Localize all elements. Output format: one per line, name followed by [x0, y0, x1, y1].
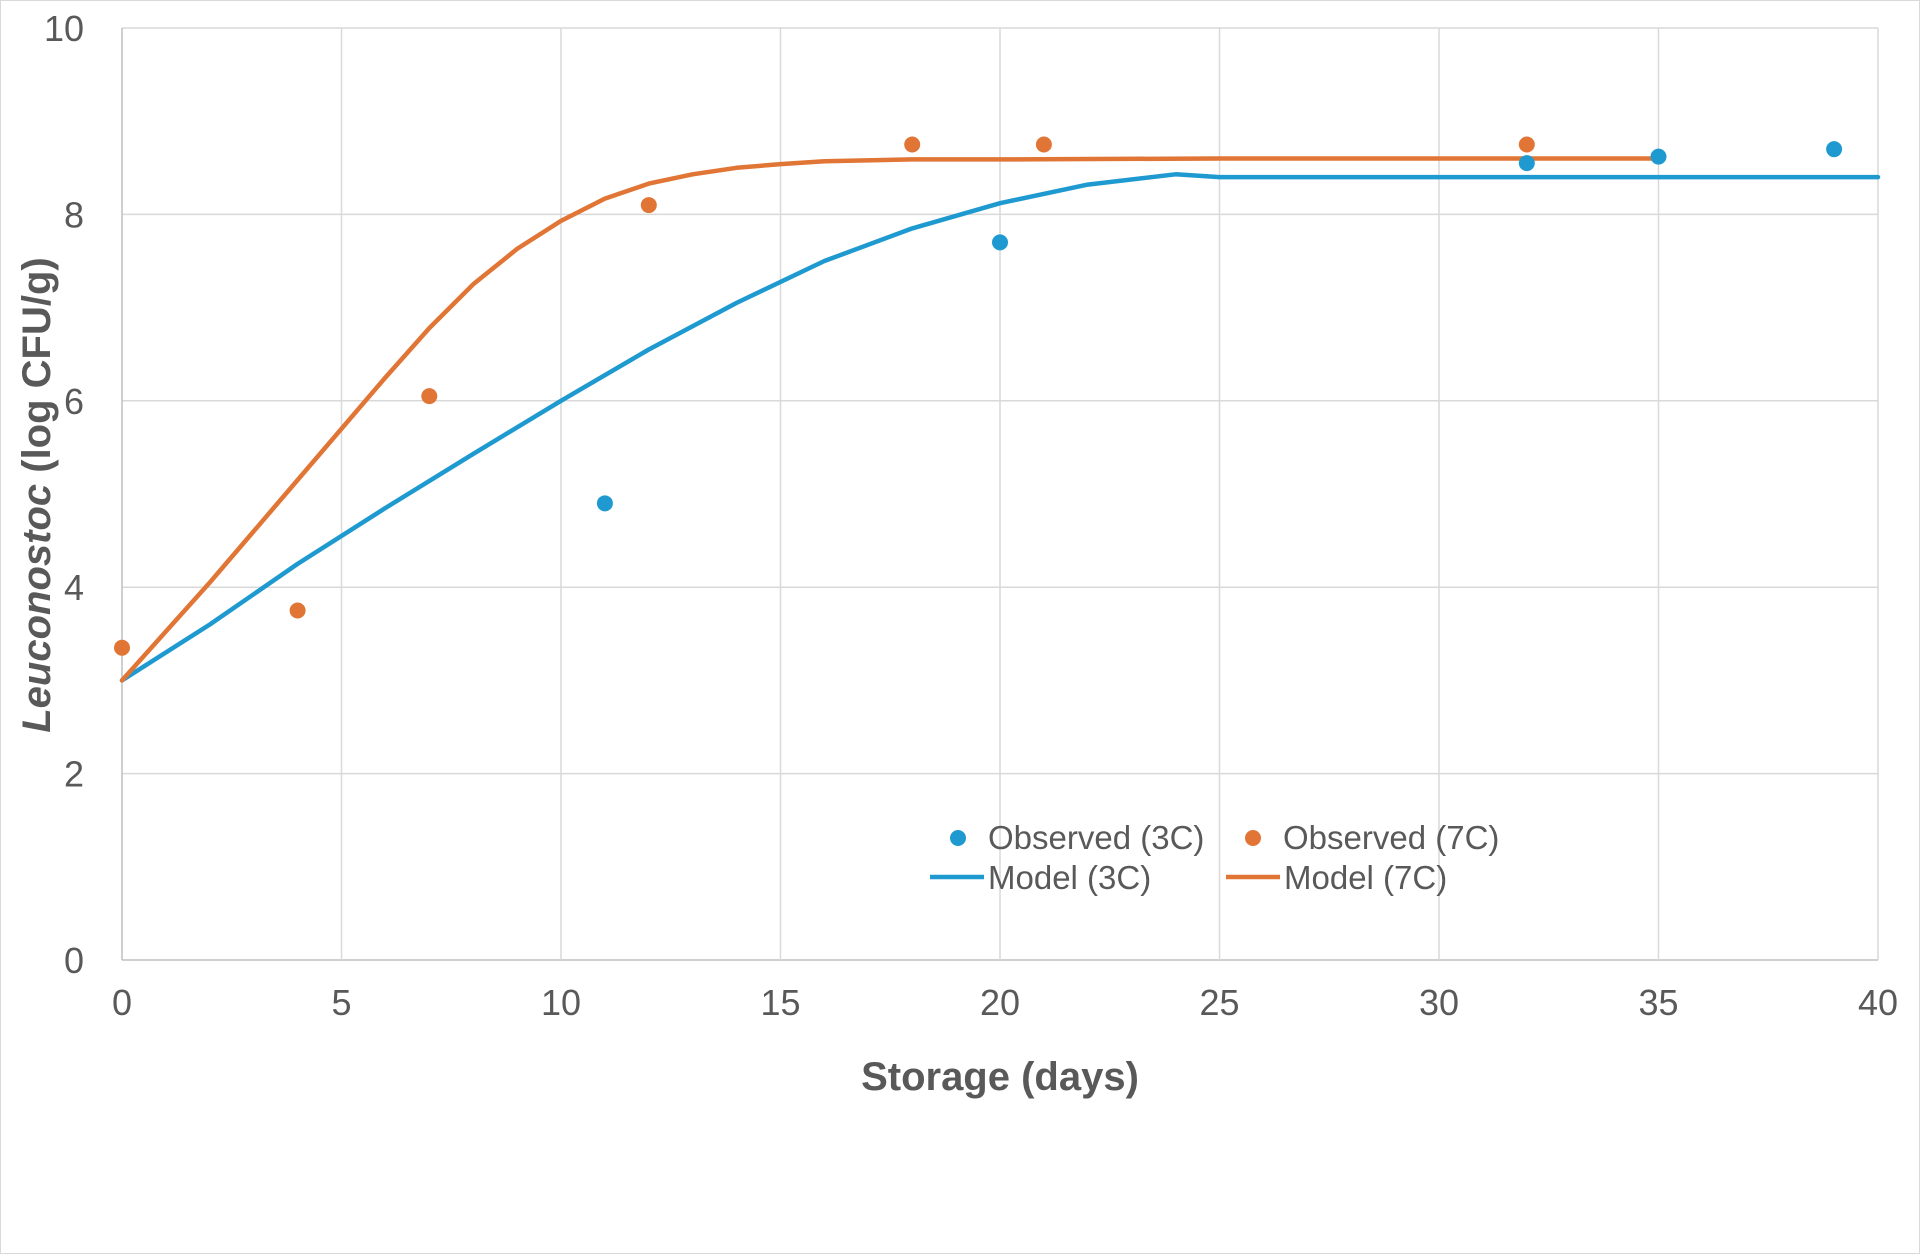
x-tick-label: 0 — [112, 982, 132, 1023]
series-line-model-3c — [119, 172, 1881, 683]
x-tick-label: 25 — [1199, 982, 1239, 1023]
y-axis-title-italic: Leuconostoc — [15, 484, 59, 733]
data-point-observed-3c — [1650, 148, 1667, 165]
data-point-observed-7c — [1035, 136, 1052, 153]
legend-label-observed-7c: Observed (7C) — [1283, 819, 1499, 856]
series-lines — [119, 156, 1881, 683]
data-point-observed-7c — [289, 602, 306, 619]
y-tick-label: 10 — [44, 8, 84, 49]
legend: Observed (3C) Observed (7C) Model (3C) M… — [930, 819, 1499, 896]
x-tick-label: 15 — [760, 982, 800, 1023]
x-axis-ticks: 0 5 10 15 20 25 30 35 40 — [112, 982, 1898, 1023]
x-tick-label: 10 — [541, 982, 581, 1023]
series-line-model-7c — [119, 156, 1661, 683]
legend-label-model-3c: Model (3C) — [988, 859, 1151, 896]
y-axis-ticks: 0 2 4 6 8 10 — [44, 8, 84, 981]
y-axis-title: Leuconostoc (log CFU/g) — [15, 257, 59, 733]
data-point-observed-3c — [1518, 155, 1535, 172]
data-point-observed-7c — [114, 639, 130, 656]
x-tick-label: 40 — [1858, 982, 1898, 1023]
y-tick-label: 2 — [64, 754, 84, 795]
legend-label-model-7c: Model (7C) — [1284, 859, 1447, 896]
data-point-observed-7c — [1518, 136, 1535, 153]
legend-marker-observed-7c — [1245, 830, 1261, 846]
data-point-observed-3c — [1826, 141, 1843, 158]
data-point-observed-7c — [421, 388, 438, 405]
data-point-observed-7c — [904, 136, 921, 153]
data-point-observed-3c — [596, 495, 613, 512]
x-tick-label: 5 — [331, 982, 351, 1023]
x-axis-title: Storage (days) — [861, 1055, 1139, 1099]
y-axis-title-units: (log CFU/g) — [15, 257, 59, 484]
x-tick-label: 35 — [1638, 982, 1678, 1023]
data-point-observed-3c — [992, 234, 1008, 251]
legend-marker-observed-3c — [950, 830, 966, 846]
y-tick-label: 0 — [64, 940, 84, 981]
y-tick-label: 4 — [64, 567, 84, 608]
x-tick-label: 30 — [1419, 982, 1459, 1023]
y-tick-label: 6 — [64, 381, 84, 422]
series-points — [114, 136, 1843, 656]
gridlines — [121, 27, 1879, 961]
x-tick-label: 20 — [980, 982, 1020, 1023]
y-tick-label: 8 — [64, 194, 84, 235]
data-point-observed-7c — [640, 197, 657, 214]
legend-label-observed-3c: Observed (3C) — [988, 819, 1204, 856]
